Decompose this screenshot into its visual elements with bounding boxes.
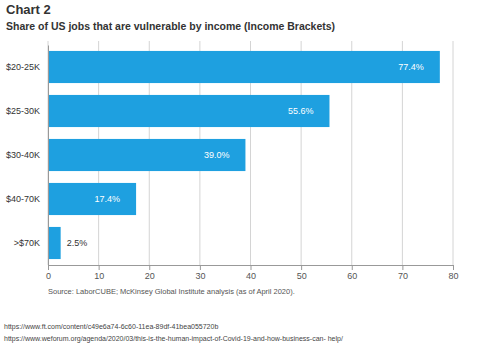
y-tick-label: $40-70K [6, 194, 40, 204]
bar [48, 51, 440, 83]
y-tick-label: $25-30K [6, 106, 40, 116]
data-labels: 77.4% 55.6% 39.0% 17.4% 2.5% [67, 62, 424, 248]
data-label: 77.4% [398, 62, 424, 72]
bar [48, 183, 136, 215]
x-tick-mark [48, 265, 49, 270]
footnote: https://www.weforum.org/agenda/2020/03/t… [4, 335, 343, 343]
x-tick: 50 [297, 265, 307, 281]
x-axis: 0 10 20 30 40 50 60 70 80 [46, 265, 459, 281]
x-tick-mark [453, 265, 454, 270]
x-tick: 80 [448, 265, 458, 281]
x-tick-label: 0 [46, 271, 51, 281]
grid-line [453, 41, 454, 265]
x-tick-label: 40 [246, 271, 256, 281]
y-tick-label: >$70K [14, 238, 40, 248]
source: Source: LaborCUBE; McKinsey Global Insti… [48, 287, 295, 296]
x-tick-label: 10 [94, 271, 104, 281]
bar [48, 227, 61, 259]
grid [48, 41, 453, 265]
bar [48, 95, 329, 127]
footnotes: https://www.ft.com/content/c49e6a74-6c60… [4, 323, 343, 343]
x-tick-mark [251, 265, 252, 270]
x-tick-mark [200, 265, 201, 270]
x-tick-mark [352, 265, 353, 270]
y-tick-label: $20-25K [6, 62, 40, 72]
x-tick-label: 80 [448, 271, 458, 281]
data-label: 39.0% [204, 150, 230, 160]
y-tick: $40-70K [6, 194, 48, 204]
x-tick: 40 [246, 265, 256, 281]
x-tick-label: 30 [195, 271, 205, 281]
x-tick-mark [149, 265, 150, 270]
x-tick-mark [402, 265, 403, 270]
y-axis-line [48, 46, 49, 266]
x-tick: 60 [347, 265, 357, 281]
x-tick-label: 70 [398, 271, 408, 281]
y-tick-label: $30-40K [6, 150, 40, 160]
x-tick: 70 [398, 265, 408, 281]
x-tick: 10 [94, 265, 104, 281]
x-tick-label: 60 [347, 271, 357, 281]
y-axis: $20-25K $25-30K $30-40K $40-70K >$70K [6, 46, 49, 266]
bars [48, 51, 440, 259]
footnote: https://www.ft.com/content/c49e6a74-6c60… [4, 323, 218, 331]
x-tick-mark [99, 265, 100, 270]
x-tick-mark [301, 265, 302, 270]
y-tick: $30-40K [6, 150, 48, 160]
x-tick: 30 [195, 265, 205, 281]
y-tick: $25-30K [6, 106, 48, 116]
chart-subtitle: Share of US jobs that are vulnerable by … [6, 20, 335, 32]
data-label: 17.4% [95, 194, 121, 204]
x-tick: 20 [145, 265, 155, 281]
y-tick: >$70K [14, 238, 48, 248]
bar [48, 139, 245, 171]
grid-line [48, 41, 49, 265]
chart-title: Chart 2 [6, 2, 51, 17]
x-tick-label: 50 [297, 271, 307, 281]
data-label: 2.5% [67, 238, 88, 248]
chart-svg: Chart 2 Share of US jobs that are vulnera… [0, 0, 477, 354]
x-tick-label: 20 [145, 271, 155, 281]
data-label: 55.6% [288, 106, 314, 116]
y-tick: $20-25K [6, 62, 48, 72]
x-tick: 0 [46, 265, 51, 281]
